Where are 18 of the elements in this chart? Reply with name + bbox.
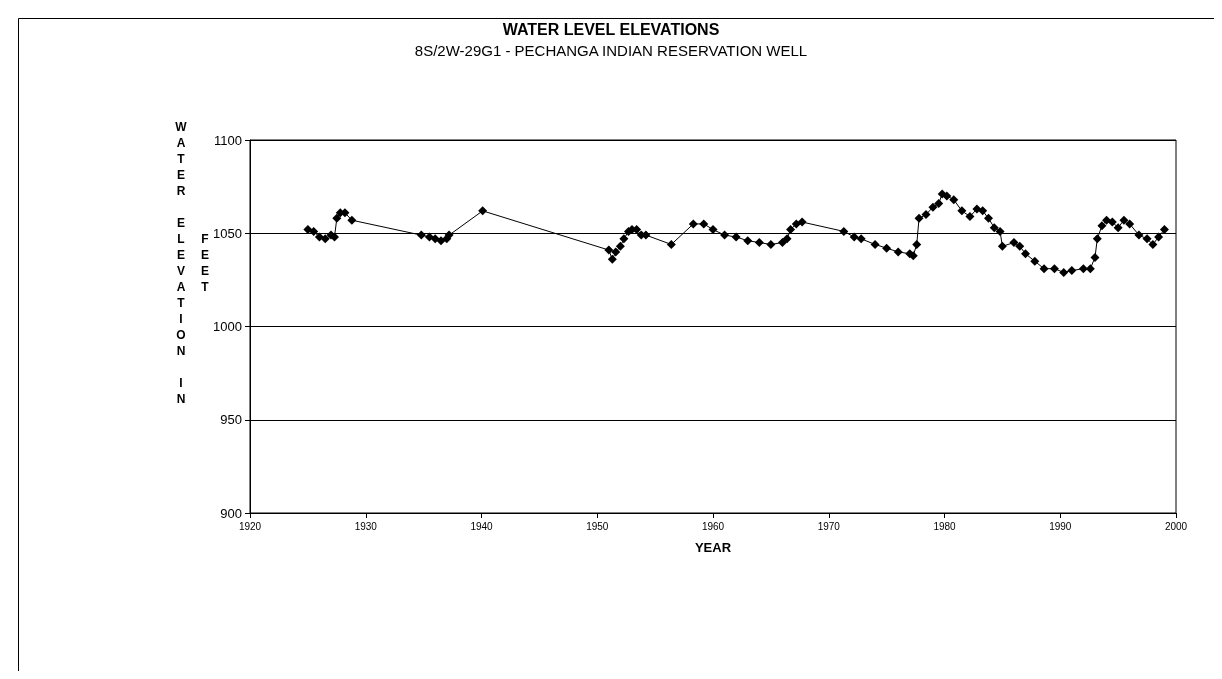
x-tick-label: 1960 [701,520,725,532]
chart-title: WATER LEVEL ELEVATIONS [502,20,720,38]
y-tick-label: 1000 [213,319,242,334]
x-tick-label: 1980 [933,520,957,532]
x-tick-label: 1940 [470,520,494,532]
x-axis-title: YEAR [694,540,732,555]
y-tick-label: 1100 [214,132,242,148]
x-tick-label: 1950 [586,520,609,532]
y-tick-label: 1050 [213,225,242,241]
y-axis-title: WATER ELEVATION IN FEET [174,120,212,408]
x-tick-label: 2000 [1164,520,1188,532]
x-tick-label: 1930 [354,520,378,532]
y-tick-label: 900 [220,505,242,521]
chart-subtitle: 8S/2W-29G1 - PECHANGA INDIAN RESERVATION WELL [414,42,808,59]
x-tick-label: 1970 [817,520,841,532]
y-tick-label: 950 [220,412,242,428]
x-tick-label: 1920 [238,520,262,532]
x-tick-label: 1990 [1049,520,1072,532]
